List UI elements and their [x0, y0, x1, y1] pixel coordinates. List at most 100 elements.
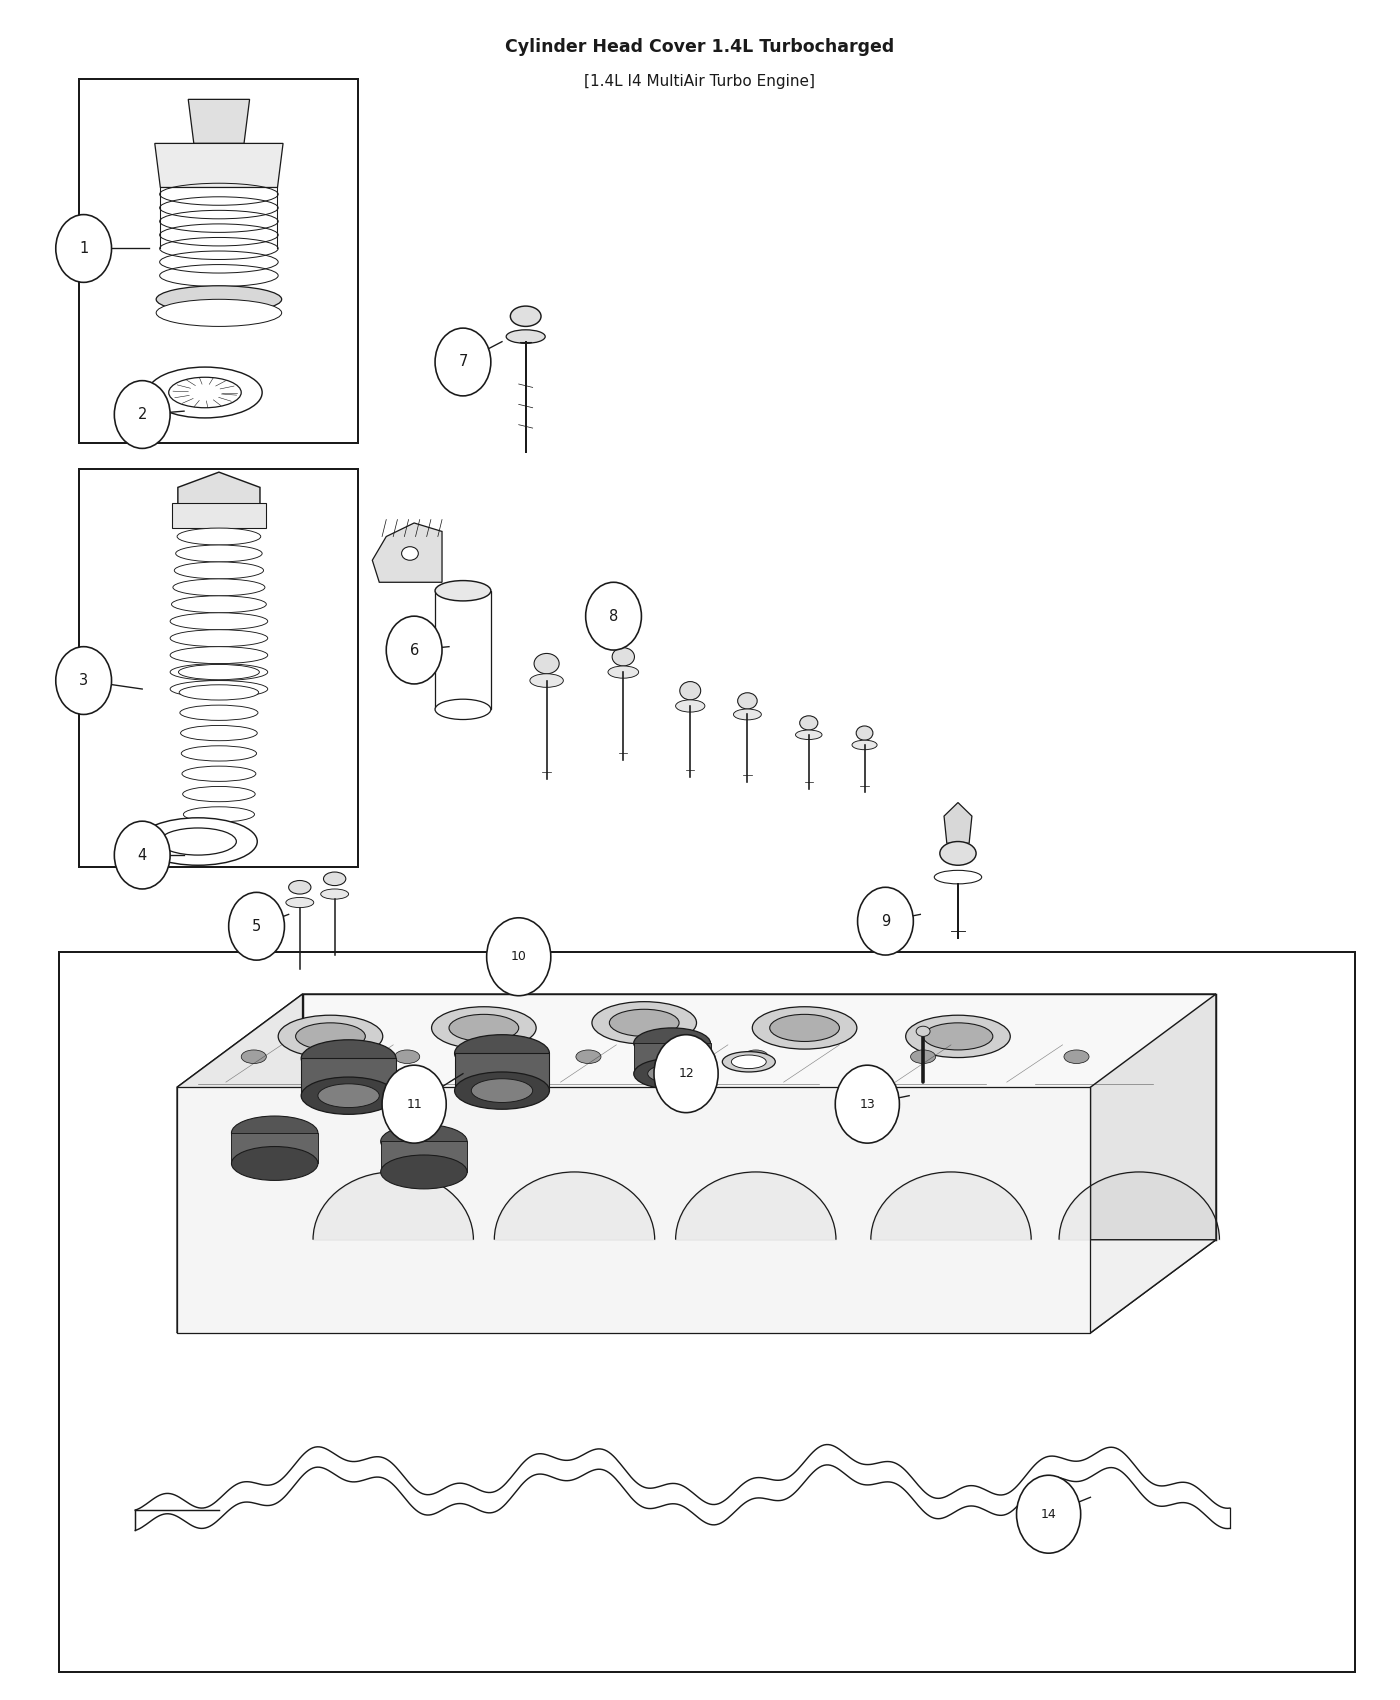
Polygon shape	[176, 994, 1217, 1088]
Text: [1.4L I4 MultiAir Turbo Engine]: [1.4L I4 MultiAir Turbo Engine]	[585, 73, 815, 88]
Text: 11: 11	[406, 1098, 421, 1110]
Ellipse shape	[734, 709, 762, 719]
Polygon shape	[172, 503, 266, 529]
Ellipse shape	[795, 729, 822, 740]
Ellipse shape	[472, 1080, 532, 1103]
Ellipse shape	[301, 1078, 396, 1114]
Circle shape	[56, 214, 112, 282]
Ellipse shape	[402, 547, 419, 561]
Bar	[59, 952, 1355, 1671]
Ellipse shape	[923, 1023, 993, 1051]
Ellipse shape	[455, 1073, 549, 1110]
Ellipse shape	[939, 842, 976, 865]
Ellipse shape	[738, 694, 757, 709]
Circle shape	[382, 1066, 447, 1142]
Text: Cylinder Head Cover 1.4L Turbocharged: Cylinder Head Cover 1.4L Turbocharged	[505, 39, 895, 56]
Ellipse shape	[318, 1085, 379, 1108]
Text: 3: 3	[78, 673, 88, 689]
Circle shape	[836, 1066, 899, 1142]
Ellipse shape	[171, 629, 267, 646]
Text: 5: 5	[252, 918, 262, 933]
Ellipse shape	[770, 1015, 840, 1042]
Ellipse shape	[906, 1015, 1011, 1057]
Circle shape	[115, 381, 171, 449]
Ellipse shape	[301, 1040, 396, 1078]
Text: 2: 2	[137, 406, 147, 422]
Ellipse shape	[183, 808, 255, 823]
Ellipse shape	[916, 1027, 930, 1037]
Ellipse shape	[175, 546, 262, 563]
Ellipse shape	[179, 706, 258, 721]
Bar	[435, 592, 491, 709]
Ellipse shape	[381, 1124, 468, 1158]
Ellipse shape	[529, 673, 563, 687]
Ellipse shape	[176, 529, 260, 546]
Circle shape	[56, 646, 112, 714]
Ellipse shape	[799, 716, 818, 729]
Ellipse shape	[160, 828, 237, 855]
Ellipse shape	[172, 595, 266, 612]
Ellipse shape	[435, 699, 491, 719]
Ellipse shape	[295, 1023, 365, 1051]
Circle shape	[654, 1035, 718, 1112]
Ellipse shape	[231, 1146, 318, 1180]
Ellipse shape	[743, 1051, 769, 1064]
Ellipse shape	[533, 653, 559, 673]
Text: 14: 14	[1040, 1508, 1057, 1522]
Ellipse shape	[449, 1015, 519, 1042]
Ellipse shape	[231, 1115, 318, 1149]
Ellipse shape	[181, 726, 258, 741]
Bar	[301, 1059, 396, 1096]
Ellipse shape	[1064, 1051, 1089, 1064]
Bar	[231, 1132, 318, 1163]
Ellipse shape	[731, 1056, 766, 1069]
Ellipse shape	[179, 685, 259, 700]
Ellipse shape	[910, 1051, 935, 1064]
Ellipse shape	[157, 299, 281, 326]
Ellipse shape	[169, 377, 241, 408]
Ellipse shape	[288, 881, 311, 894]
Ellipse shape	[431, 1006, 536, 1049]
Text: 1: 1	[78, 241, 88, 257]
Ellipse shape	[934, 870, 981, 884]
Ellipse shape	[634, 1028, 710, 1059]
Polygon shape	[176, 1239, 1217, 1333]
Ellipse shape	[722, 1052, 776, 1073]
Ellipse shape	[381, 1154, 468, 1188]
Ellipse shape	[181, 746, 256, 762]
Polygon shape	[944, 802, 972, 843]
Polygon shape	[302, 994, 1217, 1239]
Ellipse shape	[171, 663, 267, 680]
Circle shape	[487, 918, 550, 996]
Ellipse shape	[157, 286, 281, 313]
Bar	[381, 1141, 468, 1171]
Ellipse shape	[455, 1035, 549, 1073]
Text: 12: 12	[678, 1068, 694, 1080]
Ellipse shape	[634, 1059, 710, 1090]
Ellipse shape	[435, 581, 491, 600]
Ellipse shape	[575, 1051, 601, 1064]
Ellipse shape	[139, 818, 258, 865]
Polygon shape	[176, 994, 302, 1333]
Text: 7: 7	[458, 355, 468, 369]
Ellipse shape	[592, 1001, 697, 1044]
Ellipse shape	[279, 1015, 382, 1057]
Polygon shape	[1091, 994, 1217, 1333]
Bar	[80, 78, 358, 444]
Ellipse shape	[395, 1051, 420, 1064]
Circle shape	[585, 583, 641, 649]
Text: 6: 6	[410, 643, 419, 658]
Polygon shape	[178, 473, 260, 534]
Ellipse shape	[857, 726, 874, 740]
Ellipse shape	[680, 682, 700, 700]
Ellipse shape	[853, 740, 876, 750]
Polygon shape	[372, 524, 442, 583]
Bar	[80, 469, 358, 867]
Bar	[455, 1054, 549, 1091]
Ellipse shape	[171, 680, 267, 697]
Ellipse shape	[507, 330, 545, 343]
Polygon shape	[188, 99, 249, 143]
Ellipse shape	[182, 767, 256, 782]
Circle shape	[228, 892, 284, 960]
Text: 9: 9	[881, 913, 890, 928]
